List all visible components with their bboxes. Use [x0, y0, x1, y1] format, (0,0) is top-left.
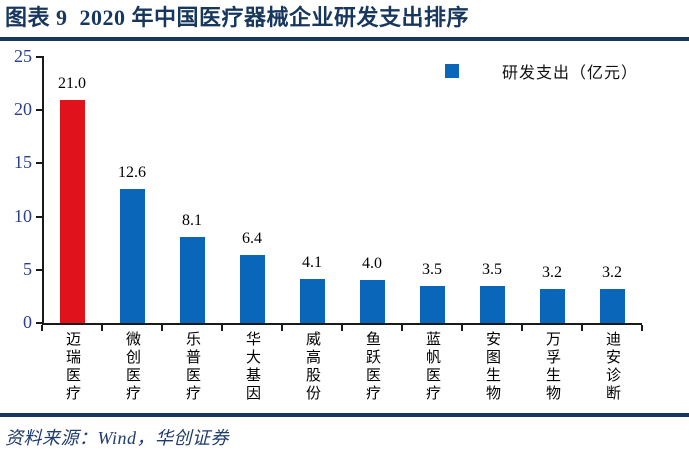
bar [59, 99, 85, 323]
y-axis-tick-label: 20 [14, 99, 32, 120]
y-axis-tick-label: 10 [14, 205, 32, 226]
x-axis-tick [101, 325, 103, 331]
y-axis-tick [36, 322, 42, 324]
x-axis-tick [461, 325, 463, 331]
bar-value-label: 21.0 [58, 74, 86, 92]
x-axis-category-label: 乐普医疗 [184, 331, 200, 403]
y-axis-tick [36, 215, 42, 218]
x-axis-line [42, 323, 642, 325]
source-note: 资料来源：Wind，华创证券 [5, 428, 230, 448]
legend-label: 研发支出（亿元） [502, 65, 639, 82]
bar-value-label: 6.4 [242, 229, 262, 247]
x-axis-category-label: 万孚生物 [544, 331, 560, 403]
bar-value-label: 4.0 [362, 255, 382, 273]
x-axis-category-label: 迈瑞医疗 [64, 331, 80, 403]
y-axis-tick-label: 5 [23, 258, 32, 279]
x-axis-tick [161, 325, 163, 331]
y-axis-tick-label: 0 [23, 312, 32, 332]
bar-value-label: 3.2 [602, 263, 622, 281]
y-axis-tick [36, 109, 42, 112]
x-axis-category-label: 威高股份 [304, 331, 320, 403]
figure-title: 图表 9 2020 年中国医疗器械企业研发支出排序 [5, 5, 470, 30]
legend-swatch-icon [445, 64, 459, 78]
x-axis-category-label: 蓝帆医疗 [424, 331, 440, 403]
bar [539, 288, 565, 323]
bar [599, 288, 625, 323]
y-axis-tick-label: 25 [14, 46, 32, 66]
bar [299, 279, 325, 323]
x-axis-tick [641, 325, 643, 331]
bar [359, 280, 385, 323]
bar [419, 285, 445, 323]
x-axis-tick [581, 325, 583, 331]
bar-value-label: 12.6 [118, 163, 146, 181]
x-axis-tick [221, 325, 223, 331]
chart-legend: 研发支出（亿元） [445, 59, 638, 83]
x-axis-category-label: 微创医疗 [124, 331, 140, 403]
y-axis-tick [36, 56, 42, 58]
bar [179, 236, 205, 323]
y-axis-line [42, 56, 44, 324]
bar-value-label: 3.5 [482, 260, 502, 278]
title-divider-rule [0, 37, 689, 41]
bar-value-label: 4.1 [302, 254, 322, 272]
bar [239, 254, 265, 323]
bar [479, 285, 505, 323]
y-axis-tick-label: 15 [14, 152, 32, 173]
x-axis-tick [41, 325, 43, 331]
footer-divider-rule [0, 413, 689, 417]
y-axis-tick [36, 162, 42, 165]
x-axis-tick [341, 325, 343, 331]
bar-value-label: 8.1 [182, 211, 202, 229]
x-axis-category-label: 迪安诊断 [604, 331, 620, 403]
x-axis-tick [521, 325, 523, 331]
y-axis-tick [36, 268, 42, 271]
bar [119, 188, 145, 323]
x-axis-tick [281, 325, 283, 331]
x-axis-category-label: 鱼跃医疗 [364, 331, 380, 403]
x-axis-category-label: 华大基因 [244, 331, 260, 403]
bar-value-label: 3.2 [542, 263, 562, 281]
x-axis-tick [401, 325, 403, 331]
x-axis-category-label: 安图生物 [484, 331, 500, 403]
bar-value-label: 3.5 [422, 260, 442, 278]
